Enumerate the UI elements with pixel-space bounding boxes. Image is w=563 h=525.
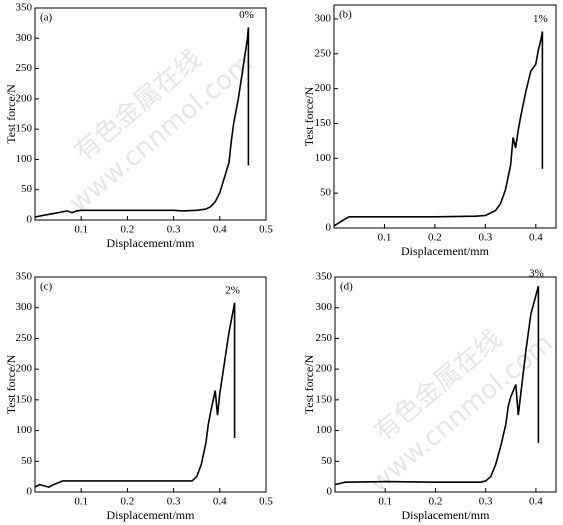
x-tick-label: 0.1 — [378, 232, 392, 244]
y-tick-label: 200 — [316, 363, 333, 375]
y-tick-label: 50 — [21, 183, 33, 195]
y-tick-label: 350 — [316, 271, 333, 283]
y-tick-label: 250 — [316, 332, 333, 344]
x-tick-label: 0.5 — [259, 224, 273, 236]
x-tick-label: 0.3 — [478, 232, 492, 244]
plot-frame — [333, 4, 557, 229]
x-axis-title: Displacement/mm — [107, 236, 196, 250]
panel-label: (d) — [340, 281, 353, 293]
panel-label: (a) — [40, 12, 53, 24]
y-axis-title: Test force/N — [4, 84, 18, 144]
x-tick-label: 0.1 — [74, 224, 88, 236]
annotation: 1% — [533, 13, 548, 25]
plot-frame — [34, 7, 267, 221]
x-tick-label: 0.4 — [529, 496, 543, 508]
annotation: 0% — [239, 9, 254, 21]
x-tick-label: 0.1 — [74, 496, 88, 508]
y-tick-label: 150 — [315, 117, 332, 129]
annotation: 2% — [225, 284, 240, 296]
plot-frame — [334, 276, 557, 493]
y-tick-label: 50 — [21, 455, 33, 467]
annotation: 3% — [529, 268, 544, 280]
y-tick-label: 0 — [327, 486, 333, 498]
y-tick-label: 200 — [16, 363, 33, 375]
y-tick-label: 50 — [321, 455, 333, 467]
panel-label: (b) — [339, 9, 352, 21]
y-axis-title: Test force/N — [4, 354, 18, 414]
x-tick-label: 0.1 — [378, 496, 392, 508]
x-tick-label: 0.4 — [213, 224, 227, 236]
x-tick-label: 0.2 — [429, 496, 443, 508]
x-tick-label: 0.5 — [259, 496, 273, 508]
y-tick-label: 0 — [27, 214, 33, 226]
y-tick-label: 350 — [16, 271, 33, 283]
x-tick-label: 0.3 — [167, 224, 181, 236]
data-line — [333, 31, 544, 227]
x-tick-label: 0.2 — [121, 496, 135, 508]
y-tick-label: 300 — [315, 12, 332, 24]
y-tick-label: 300 — [316, 301, 333, 313]
plot-frame — [34, 276, 267, 493]
x-tick-label: 0.4 — [213, 496, 227, 508]
y-tick-label: 200 — [315, 82, 332, 94]
y-tick-label: 100 — [16, 424, 33, 436]
x-axis-title: Displacement/mm — [107, 508, 196, 522]
y-tick-label: 150 — [16, 393, 33, 405]
x-tick-label: 0.2 — [428, 232, 442, 244]
y-tick-label: 50 — [320, 187, 332, 199]
data-line — [34, 27, 250, 218]
x-tick-label: 0.2 — [121, 224, 135, 236]
y-tick-label: 250 — [315, 47, 332, 59]
y-tick-label: 0 — [326, 222, 332, 234]
y-tick-label: 100 — [16, 153, 33, 165]
y-tick-label: 350 — [16, 2, 33, 14]
data-line — [334, 285, 540, 486]
y-tick-label: 100 — [316, 424, 333, 436]
y-tick-label: 0 — [27, 486, 33, 498]
y-tick-label: 200 — [16, 92, 33, 104]
y-tick-label: 100 — [315, 152, 332, 164]
x-axis-title: Displacement/mm — [402, 508, 491, 522]
y-axis-title: Test force/N — [302, 354, 316, 414]
y-tick-label: 150 — [16, 123, 33, 135]
panel-label: (c) — [40, 281, 53, 293]
x-tick-label: 0.3 — [167, 496, 181, 508]
x-tick-label: 0.4 — [529, 232, 543, 244]
x-tick-label: 0.3 — [479, 496, 493, 508]
x-axis-title: Displacement/mm — [401, 244, 490, 258]
y-tick-label: 150 — [316, 393, 333, 405]
y-tick-label: 250 — [16, 62, 33, 74]
data-line — [34, 302, 236, 488]
y-tick-label: 250 — [16, 332, 33, 344]
y-tick-label: 300 — [16, 32, 33, 44]
y-tick-label: 300 — [16, 301, 33, 313]
y-axis-title: Test force/N — [302, 86, 316, 146]
